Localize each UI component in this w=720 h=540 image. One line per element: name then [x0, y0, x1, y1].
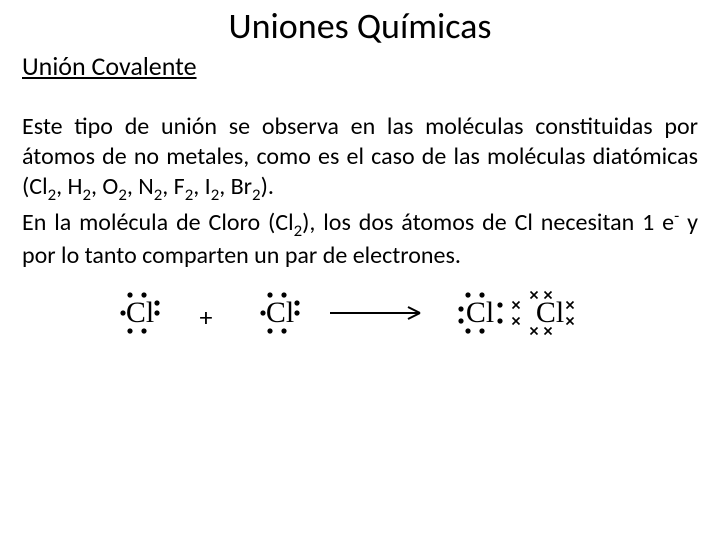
electron-dot [458, 318, 463, 323]
sub: 2 [211, 184, 220, 205]
electron-dot [267, 292, 272, 297]
sub: 2 [82, 184, 91, 205]
atom-label: Cl [466, 295, 494, 328]
sub: 2 [48, 184, 57, 205]
electron-dot [120, 310, 125, 315]
lewis-svg: Cl Cl + Cl Cl [80, 283, 640, 353]
p1c: , O [91, 172, 118, 201]
electron-dot [465, 292, 470, 297]
electron-dot [267, 328, 272, 333]
atom-label: Cl [536, 295, 564, 328]
slide-subtitle: Unión Covalente [22, 50, 720, 82]
p1h: ). [261, 172, 274, 201]
p2a: En la molécula de Cloro (Cl [22, 208, 294, 237]
electron-dot [465, 328, 470, 333]
electron-dot [141, 292, 146, 297]
electron-dot [141, 328, 146, 333]
p1e: , F [162, 172, 184, 201]
slide-title: Uniones Químicas [0, 4, 720, 48]
electron-dot [479, 292, 484, 297]
atom-label: Cl [266, 295, 294, 328]
sub: 2 [294, 220, 303, 241]
p1d: , N [127, 172, 154, 201]
lewis-diagram: Cl Cl + Cl Cl [0, 283, 720, 353]
sub: 2 [118, 184, 127, 205]
electron-x [513, 301, 520, 308]
electron-dot [127, 292, 132, 297]
electron-x [513, 317, 520, 324]
body-text: Este tipo de unión se observa en las mol… [22, 112, 698, 271]
electron-dot [154, 310, 159, 315]
electron-dot [497, 302, 502, 307]
electron-x [567, 301, 574, 308]
electron-dot [479, 328, 484, 333]
sub: 2 [185, 184, 194, 205]
p1b: , H [56, 172, 82, 201]
p1g: , Br [219, 172, 252, 201]
sub: 2 [154, 184, 163, 205]
electron-x [531, 327, 538, 334]
electron-dot [294, 310, 299, 315]
p1f: , I [193, 172, 210, 201]
electron-x [567, 317, 574, 324]
electron-dot [294, 300, 299, 305]
electron-dot [281, 328, 286, 333]
electron-dot [154, 300, 159, 305]
sub: 2 [252, 184, 261, 205]
electron-dot [497, 318, 502, 323]
p2b: ), los dos átomos de Cl necesitan 1 e [302, 208, 674, 237]
electron-dot [127, 328, 132, 333]
plus-sign: + [200, 301, 213, 333]
atom-label: Cl [126, 295, 154, 328]
electron-dot [458, 306, 463, 311]
electron-dot [260, 310, 265, 315]
electron-dot [281, 292, 286, 297]
slide: Uniones Químicas Unión Covalente Este ti… [0, 4, 720, 540]
